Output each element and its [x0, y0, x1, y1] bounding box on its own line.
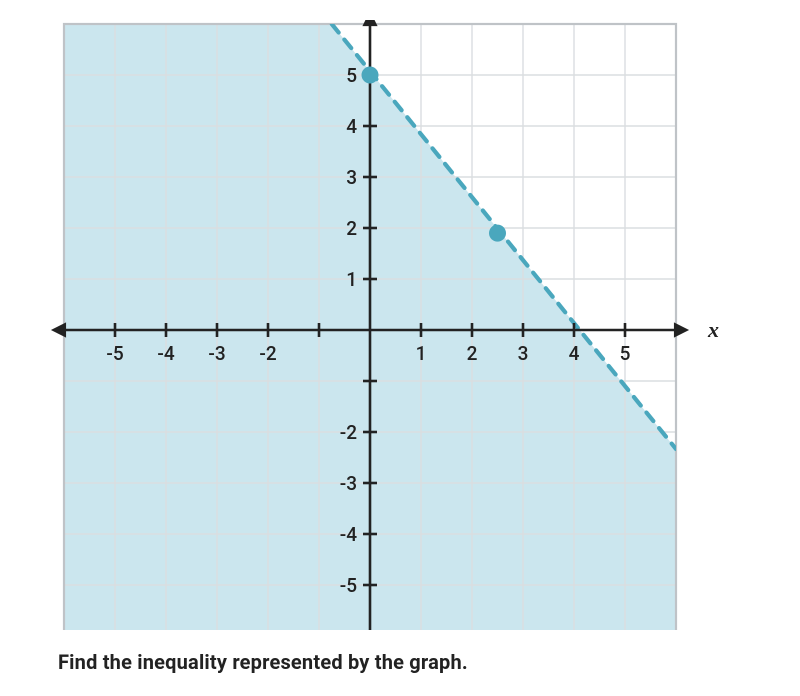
y-tick-label: 3: [346, 166, 357, 189]
x-tick-label: 5: [620, 342, 631, 365]
x-tick-label: 1: [416, 342, 427, 365]
y-tick-label: 1: [346, 268, 357, 291]
y-tick-label: 2: [346, 217, 357, 240]
x-tick-label: 4: [569, 342, 580, 365]
inequality-chart: -5-4-3-212345-5-4-3-212345xy: [40, 20, 760, 630]
plot-point: [489, 225, 506, 242]
y-tick-label: -5: [340, 574, 357, 597]
plot-point: [362, 67, 379, 84]
x-tick-label: 3: [518, 342, 529, 365]
x-tick-label: -2: [259, 342, 276, 365]
x-tick-label: 2: [467, 342, 478, 365]
x-tick-label: -5: [106, 342, 123, 365]
y-tick-label: 5: [346, 64, 357, 87]
y-tick-label: 4: [346, 115, 357, 138]
x-tick-label: -4: [157, 342, 174, 365]
x-axis-label: x: [707, 317, 719, 342]
chart-svg: -5-4-3-212345-5-4-3-212345xy: [40, 20, 760, 630]
y-tick-label: -4: [340, 523, 357, 546]
x-tick-label: -3: [208, 342, 225, 365]
y-tick-label: -3: [340, 472, 357, 495]
page: -5-4-3-212345-5-4-3-212345xy Find the in…: [0, 0, 800, 696]
question-prompt: Find the inequality represented by the g…: [58, 650, 468, 674]
y-tick-label: -2: [340, 421, 357, 444]
